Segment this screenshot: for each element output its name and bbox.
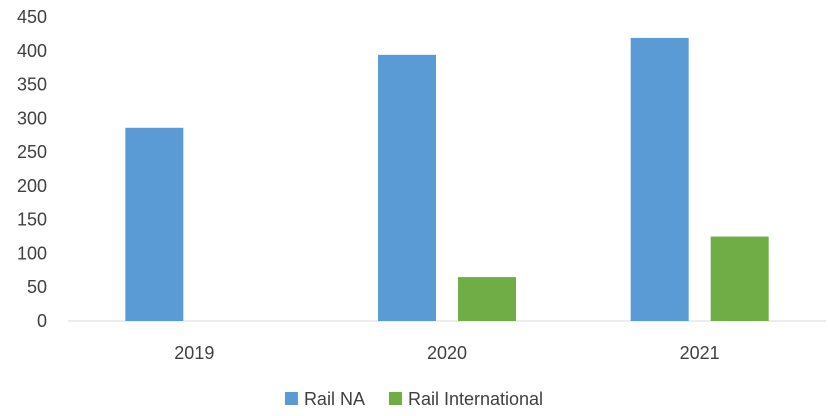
y-axis: 0 50 100 150 200 250 300 350 400 450 [17,7,47,331]
bars [125,37,769,322]
legend-swatch-rail-na [284,392,298,405]
bar-rail-na-2019 [125,127,184,322]
y-tick-label: 150 [17,210,47,230]
x-axis: 2019 2020 2021 [68,320,826,363]
x-tick-label: 2020 [427,343,467,363]
bar-rail-na-2021 [630,37,689,321]
y-tick-label: 100 [17,243,47,263]
y-tick-label: 200 [17,176,47,196]
x-tick-label: 2021 [680,343,720,363]
y-tick-label: 450 [17,7,47,27]
y-tick-label: 0 [37,311,47,331]
legend-label-rail-na: Rail NA [304,389,365,409]
bar-rail-na-2020 [378,54,436,321]
legend: Rail NA Rail International [284,389,543,409]
legend-label-rail-international: Rail International [408,389,543,409]
legend-swatch-rail-international [388,392,402,405]
y-tick-label: 300 [17,108,47,128]
y-tick-label: 250 [17,142,47,162]
bar-rail-international-2020 [458,277,516,321]
bar-rail-international-2021 [710,236,769,321]
y-tick-label: 350 [17,75,47,95]
x-tick-label: 2019 [174,343,214,363]
y-tick-label: 50 [27,277,47,297]
y-tick-label: 400 [17,41,47,61]
